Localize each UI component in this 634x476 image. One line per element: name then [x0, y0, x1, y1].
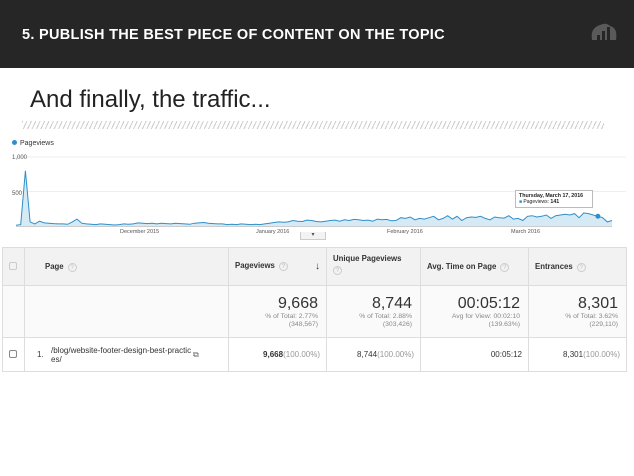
- divider: [22, 121, 604, 129]
- column-header-page[interactable]: Page?: [24, 247, 229, 286]
- column-header-entrances[interactable]: Entrances?: [528, 247, 627, 286]
- y-tick-label: 500: [12, 191, 23, 197]
- total-entrances: 8,301% of Total: 3.62% (229,110): [528, 285, 627, 338]
- x-tick-label: January 2016: [256, 229, 289, 235]
- bar-chart-heart-logo-icon: [591, 23, 617, 40]
- total-unique-pageviews: 8,744% of Total: 2.88% (303,426): [326, 285, 421, 338]
- table-row: 1./blog/website-footer-design-best-pract…: [2, 337, 627, 372]
- table-header-row: Page? Pageviews? ↓ Unique Pageviews? Avg.…: [2, 247, 627, 286]
- x-tick-label: December 2015: [120, 229, 159, 235]
- select-all-checkbox[interactable]: [9, 261, 17, 270]
- slide-subtitle: And finally, the traffic...: [30, 86, 271, 113]
- pageviews-line: [15, 170, 613, 226]
- data-table: Page? Pageviews? ↓ Unique Pageviews? Avg.…: [2, 247, 627, 372]
- chart-collapse-tab[interactable]: ▾: [300, 232, 326, 240]
- tooltip-label: Pageviews:: [523, 199, 549, 205]
- totals-row: 9,668% of Total: 2.77% (348,567) 8,744% o…: [2, 285, 627, 338]
- chart-legend: Pageviews: [12, 140, 54, 147]
- x-tick-label: February 2016: [387, 229, 423, 235]
- y-tick-label: 1,000: [12, 155, 28, 161]
- total-pageviews: 9,668% of Total: 2.77% (348,567): [228, 285, 327, 338]
- data-point: [595, 213, 601, 219]
- total-avg-time: 00:05:12 Avg for View: 00:02:10 (139.63%): [420, 285, 529, 338]
- x-tick-label: March 2016: [511, 229, 540, 235]
- chart-tooltip: Thursday, March 17, 2016 ■ Pageviews: 14…: [515, 190, 593, 208]
- pageviews-chart: 1,000 500 December 2015 January 2016 Feb…: [12, 155, 626, 235]
- column-header-pageviews[interactable]: Pageviews? ↓: [228, 247, 327, 286]
- help-icon[interactable]: ?: [500, 262, 510, 272]
- slide-title: 5. PUBLISH THE BEST PIECE OF CONTENT ON …: [22, 27, 445, 43]
- row-checkbox[interactable]: [9, 349, 17, 358]
- analytics-screenshot: Pageviews 1,000 500 December 2015 Januar…: [2, 133, 632, 373]
- help-icon[interactable]: ?: [576, 262, 586, 272]
- tooltip-date: Thursday, March 17, 2016: [519, 193, 584, 199]
- help-icon[interactable]: ?: [67, 262, 77, 272]
- legend-dot-icon: [12, 140, 17, 145]
- sort-arrow-icon: ↓: [315, 261, 320, 272]
- slide-header: 5. PUBLISH THE BEST PIECE OF CONTENT ON …: [0, 0, 634, 68]
- column-header-unique-pageviews[interactable]: Unique Pageviews?: [326, 247, 421, 286]
- help-icon[interactable]: ?: [333, 266, 342, 275]
- legend-label: Pageviews: [20, 140, 54, 147]
- page-cell: 1./blog/website-footer-design-best-pract…: [24, 337, 229, 372]
- column-header-avg-time[interactable]: Avg. Time on Page?: [420, 247, 529, 286]
- help-icon[interactable]: ?: [278, 262, 288, 271]
- tooltip-value: 141: [550, 199, 560, 205]
- page-link[interactable]: /blog/website-footer-design-best-practic…: [51, 345, 192, 364]
- open-external-icon[interactable]: ⧉: [193, 349, 199, 359]
